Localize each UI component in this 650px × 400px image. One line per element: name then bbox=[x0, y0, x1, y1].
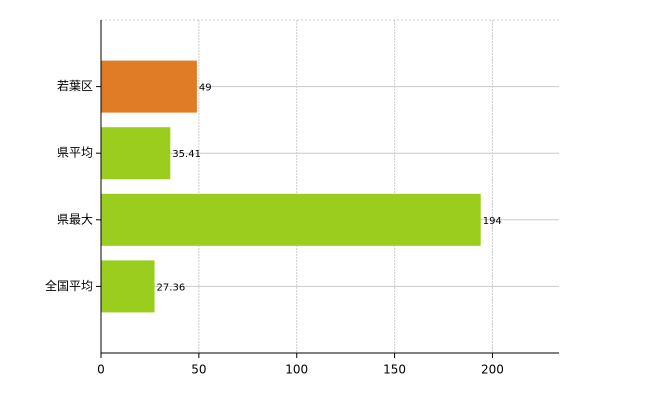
x-tick-label: 150 bbox=[383, 363, 406, 377]
y-tick-label: 全国平均 bbox=[45, 278, 93, 293]
bar bbox=[101, 260, 155, 313]
y-tick-label: 県最大 bbox=[57, 212, 93, 226]
bar bbox=[101, 127, 171, 180]
value-label: 27.36 bbox=[157, 282, 186, 293]
x-tick-label: 0 bbox=[97, 363, 105, 377]
x-tick-label: 50 bbox=[191, 363, 206, 377]
value-label: 35.41 bbox=[172, 149, 201, 160]
bar bbox=[101, 60, 197, 113]
y-tick-label: 県平均 bbox=[57, 146, 93, 160]
y-tick-label: 若葉区 bbox=[57, 79, 93, 93]
value-label: 194 bbox=[483, 216, 502, 227]
x-tick-label: 200 bbox=[481, 363, 504, 377]
value-label: 49 bbox=[199, 83, 212, 94]
bar bbox=[101, 193, 481, 246]
x-tick-label: 100 bbox=[285, 363, 308, 377]
